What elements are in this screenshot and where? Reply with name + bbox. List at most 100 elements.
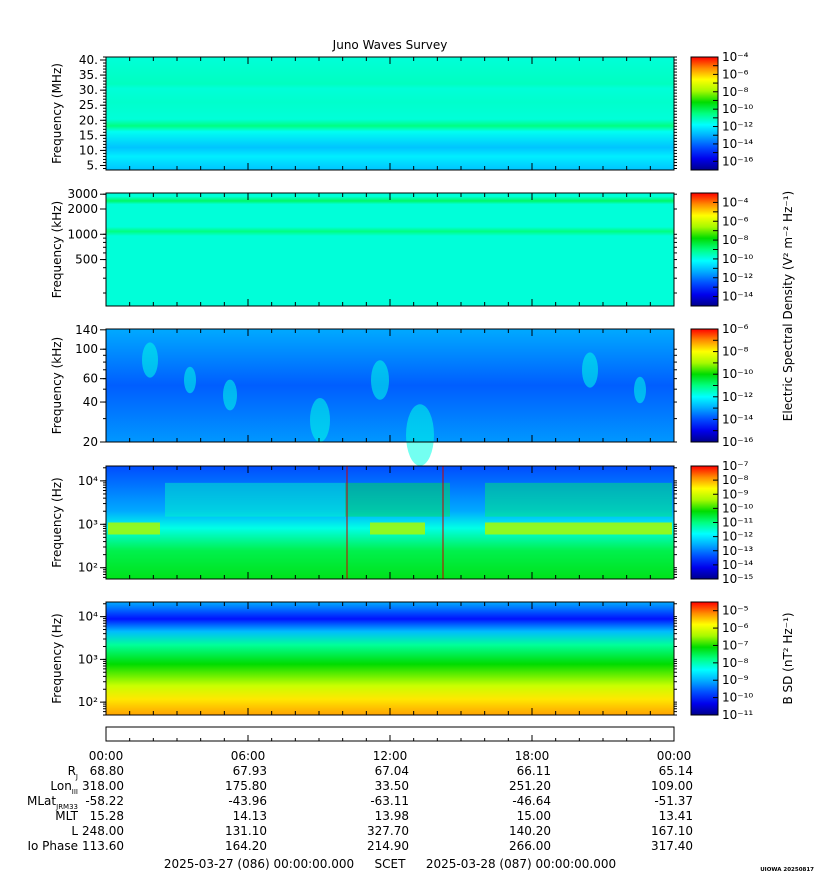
colorbar-2: 10⁻⁴ 10⁻⁶ 10⁻⁸ 10⁻¹⁰ 10⁻¹² 10⁻¹⁴ — [690, 192, 753, 307]
colorbar-tick-label: 10⁻⁷ — [722, 459, 749, 473]
y-tick-label: 25. — [79, 98, 98, 112]
ephemeris-value: -58.22 — [85, 794, 124, 808]
y-axis-label: Frequency (kHz) — [50, 201, 64, 298]
colorbar-tick-label: 10⁻¹⁴ — [722, 412, 753, 426]
colorbar-tick-label: 10⁻⁶ — [722, 67, 749, 81]
ephemeris-value: 109.00 — [651, 779, 693, 793]
y-tick-label: 2000 — [67, 202, 98, 216]
y-tick-label: 1000 — [67, 227, 98, 241]
colorbar-3: 10⁻⁶ 10⁻⁸ 10⁻¹⁰ 10⁻¹² 10⁻¹⁴ 10⁻¹⁶ — [690, 322, 753, 449]
y-tick-label: 20. — [79, 113, 98, 127]
panel-mhz: 5.10.15.20.25.30.35.40. Frequency (MHz) 10… — [50, 50, 753, 172]
colorbar-tick-label: 10⁻¹² — [722, 530, 753, 544]
footer-start: 2025-03-27 (086) 00:00:00.000 — [164, 857, 354, 871]
y-axis-label: Frequency (Hz) — [50, 613, 64, 704]
panels: 5.10.15.20.25.30.35.40. Frequency (MHz) 10… — [50, 50, 795, 722]
panel-khz-low: 140 100 60 40 20 Frequency (kHz) 10⁻⁶ 10⁻⁸ 10⁻¹⁰… — [50, 322, 753, 466]
ephemeris-value: 15.00 — [517, 809, 551, 823]
colorbar-4: 10⁻⁷10⁻⁸10⁻⁹10⁻¹⁰10⁻¹¹10⁻¹²10⁻¹³10⁻¹⁴10⁻… — [690, 459, 753, 586]
y-axis-label: Frequency (kHz) — [50, 337, 64, 434]
y-tick-label: 10⁴ — [78, 474, 98, 488]
colorbar-tick-label: 10⁻¹¹ — [722, 708, 753, 722]
y-tick-label: 10⁴ — [78, 610, 98, 624]
y-tick-label: 10³ — [78, 652, 98, 666]
spectrogram-5 — [106, 602, 674, 715]
y-tick-label: 10² — [78, 561, 98, 575]
time-tick-label: 06:00 — [231, 749, 266, 763]
y-tick-label: 40. — [79, 53, 98, 67]
watermark: UIOWA 20250817 — [760, 867, 814, 873]
colorbar-1: 10⁻⁴ 10⁻⁶ 10⁻⁸ 10⁻¹⁰ 10⁻¹² 10⁻¹⁴ 10⁻¹⁶ — [690, 50, 753, 171]
colorbar-tick-label: 10⁻¹⁵ — [722, 572, 753, 586]
colorbar-tick-label: 10⁻¹¹ — [722, 516, 753, 530]
colorbar-tick-label: 10⁻⁶ — [722, 322, 749, 336]
spectrogram-3 — [106, 329, 674, 442]
ephemeris-value: 66.11 — [517, 764, 551, 778]
ephemeris-value: 251.20 — [509, 779, 551, 793]
colorbar-tick-label: 10⁻¹⁴ — [722, 558, 753, 572]
time-tick-label: 18:00 — [515, 749, 550, 763]
ephemeris-value: 131.10 — [225, 824, 267, 838]
spectrogram-2 — [106, 193, 674, 306]
ephemeris-value: -43.96 — [228, 794, 267, 808]
colorbar-tick-label: 10⁻⁴ — [722, 195, 749, 209]
ephemeris-label: LonIII — [50, 779, 78, 796]
colorbar-tick-label: 10⁻¹⁰ — [722, 252, 753, 266]
shared-colorbar-label: Electric Spectral Density (V² m⁻² Hz⁻¹) — [781, 191, 795, 421]
y-tick-label: 15. — [79, 128, 98, 142]
ephemeris-value: 167.10 — [651, 824, 693, 838]
ephemeris-value: 113.60 — [82, 839, 124, 853]
y-tick-label: 60 — [83, 372, 98, 386]
time-tick-label: 00:00 — [89, 749, 124, 763]
chart-title: Juno Waves Survey — [332, 38, 448, 52]
ephemeris-label: L — [71, 824, 78, 838]
ephemeris-value: 175.80 — [225, 779, 267, 793]
colorbar-tick-label: 10⁻⁸ — [722, 656, 749, 670]
ephemeris-value: 327.70 — [367, 824, 409, 838]
ephemeris-value: 68.80 — [90, 764, 124, 778]
ephemeris-label: Io Phase — [27, 839, 78, 853]
spectrogram-1 — [106, 57, 674, 170]
panel-hz-e: 10⁴ 10³ 10² Frequency (Hz) 10⁻⁷10⁻⁸10⁻⁹10⁻¹⁰… — [50, 459, 753, 586]
y-tick-label: 5. — [87, 158, 98, 172]
colorbar-tick-label: 10⁻¹⁴ — [722, 137, 753, 151]
ephemeris-value: 317.40 — [651, 839, 693, 853]
colorbar-tick-label: 10⁻¹⁰ — [722, 367, 753, 381]
colorbar-tick-label: 10⁻⁸ — [722, 345, 749, 359]
ephemeris-value: 67.04 — [375, 764, 409, 778]
ephemeris-value: 266.00 — [509, 839, 551, 853]
colorbar-tick-label: 10⁻⁸ — [722, 233, 749, 247]
ephemeris-value: 13.41 — [659, 809, 693, 823]
y-axis-label: Frequency (Hz) — [50, 477, 64, 568]
footer-end: 2025-03-28 (087) 00:00:00.000 — [426, 857, 616, 871]
y-axis-label: Frequency (MHz) — [50, 63, 64, 164]
colorbar-tick-label: 10⁻¹⁶ — [722, 435, 753, 449]
colorbar-tick-label: 10⁻¹⁰ — [722, 501, 753, 515]
ephemeris-value: -63.11 — [370, 794, 409, 808]
colorbar-tick-label: 10⁻⁵ — [722, 604, 749, 618]
y-tick-label: 30. — [79, 83, 98, 97]
colorbar-tick-label: 10⁻⁹ — [722, 673, 749, 687]
y-tick-label: 10² — [78, 695, 98, 709]
time-axis: 00:00 06:00 12:00 18:00 00:00 RJ 68.80 67.93 67.… — [27, 726, 693, 871]
y-tick-label: 40 — [83, 395, 98, 409]
time-tick-label: 12:00 — [373, 749, 408, 763]
colorbar-gradient — [690, 56, 719, 171]
colorbar-tick-label: 10⁻¹² — [722, 390, 753, 404]
colorbar-tick-label: 10⁻¹⁴ — [722, 290, 753, 304]
colorbar-tick-label: 10⁻⁸ — [722, 473, 749, 487]
footer-scet: SCET — [375, 857, 407, 871]
ephemeris-value: 214.90 — [367, 839, 409, 853]
y-tick-label: 3000 — [67, 187, 98, 201]
ephemeris-value: -51.37 — [654, 794, 693, 808]
ephemeris-value: 140.20 — [509, 824, 551, 838]
colorbar-tick-label: 10⁻¹³ — [722, 544, 753, 558]
colorbar-gradient — [690, 601, 719, 716]
ephemeris-value: 67.93 — [233, 764, 267, 778]
colorbar-tick-label: 10⁻⁴ — [722, 50, 749, 64]
colorbar-label: B SD (nT² Hz⁻¹) — [781, 612, 795, 704]
y-tick-label: 10³ — [78, 517, 98, 531]
